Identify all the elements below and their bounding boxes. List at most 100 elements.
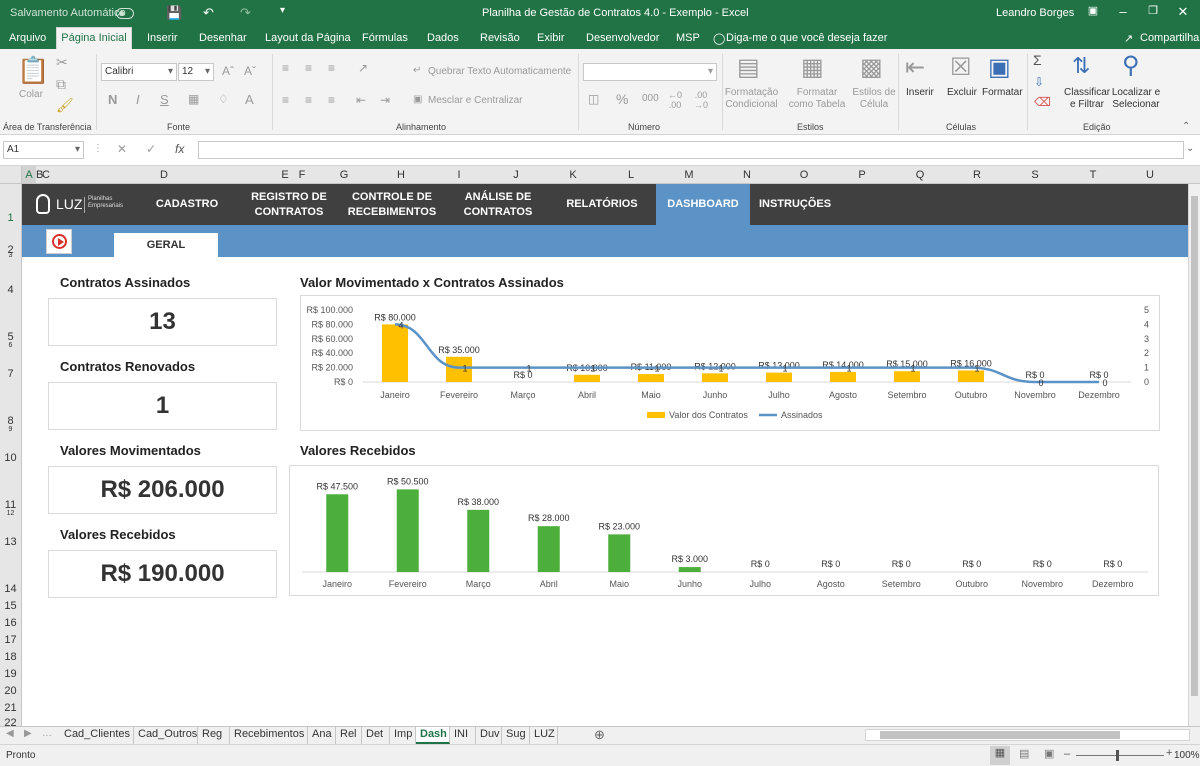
row-header-4[interactable]: 4 <box>7 284 14 296</box>
sheet-tab-dash[interactable]: Dash <box>416 727 450 744</box>
row-header-19[interactable]: 19 <box>4 668 17 680</box>
underline-button[interactable]: S <box>160 92 169 107</box>
decrease-decimal-icon[interactable]: .00 →0 <box>694 90 709 110</box>
customize-toolbar-icon[interactable]: ▾ <box>280 5 286 16</box>
vertical-scrollbar[interactable] <box>1188 184 1200 726</box>
horizontal-scrollbar[interactable] <box>865 729 1190 741</box>
redo-icon[interactable]: ↷ <box>240 5 251 20</box>
format-cells-button[interactable]: Formatar <box>982 87 1023 98</box>
wrap-text-icon[interactable]: ↵ <box>413 65 422 76</box>
autosave-toggle[interactable] <box>116 8 134 19</box>
tell-me-input[interactable]: Diga-me o que você deseja fazer <box>726 32 888 44</box>
align-top-icon[interactable]: ≡ <box>282 61 290 75</box>
row-header-13[interactable]: 13 <box>4 536 17 548</box>
column-header-u[interactable]: U <box>1146 169 1154 181</box>
row-header-11[interactable]: 11 <box>4 499 17 511</box>
sort-filter-icon[interactable]: ⇅ <box>1072 53 1091 78</box>
menu-page-layout[interactable]: Layout da Página <box>265 32 351 44</box>
insert-function-icon[interactable]: fx <box>175 142 185 156</box>
menu-home[interactable]: Página Inicial <box>56 27 132 49</box>
scroll-thumb[interactable] <box>1191 196 1198 696</box>
menu-developer[interactable]: Desenvolvedor <box>586 32 660 44</box>
fill-color-icon[interactable]: ♢ <box>218 92 229 106</box>
insert-cells-button[interactable]: Inserir <box>906 87 934 98</box>
column-header-g[interactable]: G <box>339 169 349 181</box>
menu-formulas[interactable]: Fórmulas <box>362 32 408 44</box>
nav-instrucoes[interactable]: INSTRUÇÕES <box>758 198 832 210</box>
enter-icon[interactable]: ✓ <box>146 142 157 156</box>
sheet-tab-luz[interactable]: LUZ <box>530 727 558 744</box>
column-header-h[interactable]: H <box>397 169 405 181</box>
font-color-icon[interactable]: A <box>245 92 254 107</box>
number-format-select[interactable]: ▾ <box>583 63 717 81</box>
row-header-9[interactable]: 9 <box>8 426 13 433</box>
find-select-icon[interactable]: ⚲ <box>1122 52 1140 79</box>
row-header-12[interactable]: 12 <box>6 510 15 517</box>
wrap-text-button[interactable]: Quebrar Texto Automaticamente <box>428 66 572 77</box>
sheet-tab-reg[interactable]: Reg <box>198 727 230 744</box>
increase-indent-icon[interactable]: ⇥ <box>380 93 391 107</box>
nav-controle-recebimentos[interactable]: CONTROLE DE RECEBIMENTOS <box>347 190 437 218</box>
row-header-15[interactable]: 15 <box>4 600 17 612</box>
format-table-button[interactable]: Formatar como Tabela <box>788 87 846 110</box>
row-header-5[interactable]: 5 <box>7 331 14 343</box>
menu-view[interactable]: Exibir <box>537 32 565 44</box>
paste-icon[interactable]: 📋 <box>17 55 50 85</box>
cancel-icon[interactable]: ✕ <box>117 142 128 156</box>
format-table-icon[interactable]: ▦ <box>801 54 824 81</box>
font-name-select[interactable]: Calibri ▾ <box>101 63 177 81</box>
align-right-icon[interactable]: ≡ <box>328 93 336 107</box>
menu-draw[interactable]: Desenhar <box>199 32 247 44</box>
currency-icon[interactable]: ◫ <box>588 92 600 106</box>
borders-icon[interactable]: ▦ <box>188 92 200 106</box>
delete-cells-button[interactable]: Excluir <box>947 87 978 98</box>
nav-cadastro[interactable]: CADASTRO <box>155 198 219 210</box>
column-header-i[interactable]: I <box>457 169 461 181</box>
cut-icon[interactable]: ✂ <box>56 54 68 70</box>
row-header-1[interactable]: 1 <box>7 212 14 224</box>
sheet-tab-ini[interactable]: INI <box>450 727 476 744</box>
column-header-a[interactable]: A <box>22 166 36 183</box>
sheet-tab-ana[interactable]: Ana <box>308 727 336 744</box>
row-header-16[interactable]: 16 <box>4 617 17 629</box>
formula-input[interactable] <box>198 141 1184 159</box>
sheet-tab-det[interactable]: Det <box>362 727 390 744</box>
bold-button[interactable]: N <box>108 92 118 107</box>
row-header-3[interactable]: 3 <box>8 252 13 259</box>
nav-registro-contratos[interactable]: REGISTRO DE CONTRATOS <box>251 190 327 218</box>
format-painter-icon[interactable]: 🖌 <box>56 97 74 113</box>
row-header-10[interactable]: 10 <box>4 452 17 464</box>
h-scroll-thumb[interactable] <box>880 731 1120 739</box>
percent-icon[interactable]: % <box>616 91 629 107</box>
play-button[interactable] <box>46 229 72 254</box>
menu-file[interactable]: Arquivo <box>9 32 47 44</box>
sheet-tab-rel[interactable]: Rel <box>336 727 362 744</box>
expand-formula-icon[interactable]: ⌄ <box>1186 143 1195 154</box>
user-name[interactable]: Leandro Borges <box>996 7 1075 19</box>
menu-insert[interactable]: Inserir <box>147 32 178 44</box>
clear-icon[interactable]: ⌫ <box>1034 95 1051 109</box>
row-header-17[interactable]: 17 <box>4 634 17 646</box>
column-header-m[interactable]: M <box>684 169 694 181</box>
column-header-n[interactable]: N <box>743 169 751 181</box>
menu-msp[interactable]: MSP <box>676 32 700 44</box>
column-header-k[interactable]: K <box>569 169 577 181</box>
next-sheet-icon[interactable]: ▶ <box>24 728 32 739</box>
zoom-slider-thumb[interactable] <box>1116 750 1119 761</box>
nav-relatorios[interactable]: RELATÓRIOS <box>566 198 638 210</box>
menu-review[interactable]: Revisão <box>480 32 520 44</box>
cell-styles-button[interactable]: Estilos de Célula <box>852 87 896 110</box>
comma-style-icon[interactable]: 000 <box>642 93 659 104</box>
maximize-icon[interactable]: ❐ <box>1148 5 1158 17</box>
sheet-tab-imp[interactable]: Imp <box>390 727 416 744</box>
increase-decimal-icon[interactable]: ←0.00 <box>668 90 683 110</box>
conditional-format-icon[interactable]: ▤ <box>737 54 760 81</box>
zoom-level[interactable]: 100% <box>1174 750 1200 761</box>
column-header-c[interactable]: C <box>42 169 50 181</box>
name-box[interactable]: A1 ▾ <box>3 141 84 159</box>
column-header-e[interactable]: E <box>281 169 289 181</box>
collapse-ribbon-icon[interactable]: ⌃ <box>1182 121 1191 132</box>
cell-styles-icon[interactable]: ▩ <box>860 54 883 81</box>
column-header-t[interactable]: T <box>1089 169 1097 181</box>
column-header-s[interactable]: S <box>1031 169 1039 181</box>
